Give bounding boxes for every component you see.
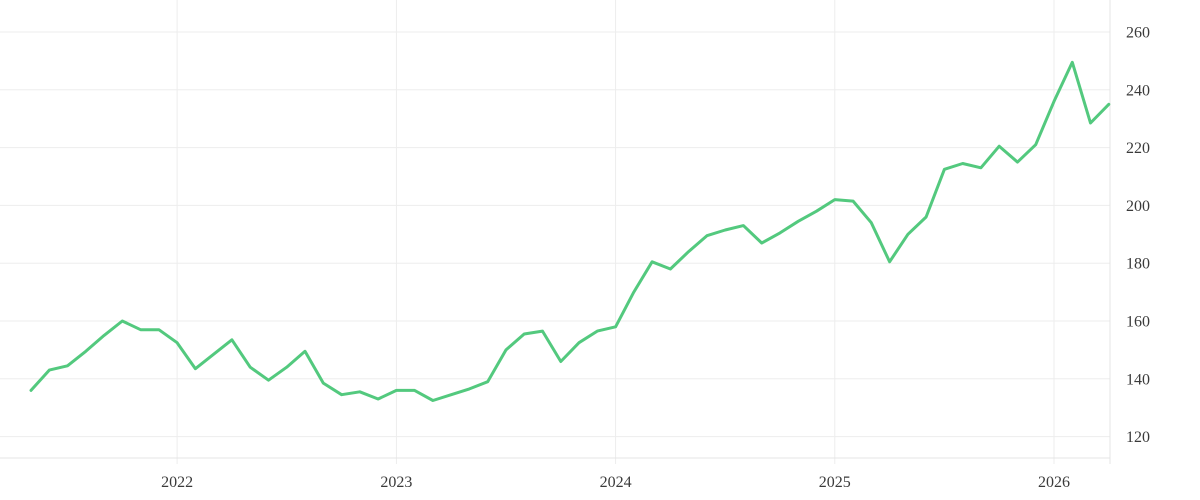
y-axis-tick-label: 240 (1126, 82, 1150, 99)
x-axis-tick-label: 2022 (161, 474, 193, 491)
y-axis-tick-label: 220 (1126, 140, 1150, 157)
y-axis-tick-label: 200 (1126, 198, 1150, 215)
y-axis-tick-label: 160 (1126, 314, 1150, 331)
y-axis-tick-label: 260 (1126, 25, 1150, 42)
x-axis-tick-label: 2026 (1038, 474, 1070, 491)
price-series-line (29, 60, 1111, 402)
x-axis-tick-label: 2025 (819, 474, 851, 491)
y-axis-tick-label: 180 (1126, 256, 1150, 273)
x-axis-tick-label: 2024 (600, 474, 632, 491)
x-axis-tick-label: 2023 (380, 474, 412, 491)
y-axis-tick-label: 120 (1126, 429, 1150, 446)
y-axis-tick-label: 140 (1126, 371, 1150, 388)
